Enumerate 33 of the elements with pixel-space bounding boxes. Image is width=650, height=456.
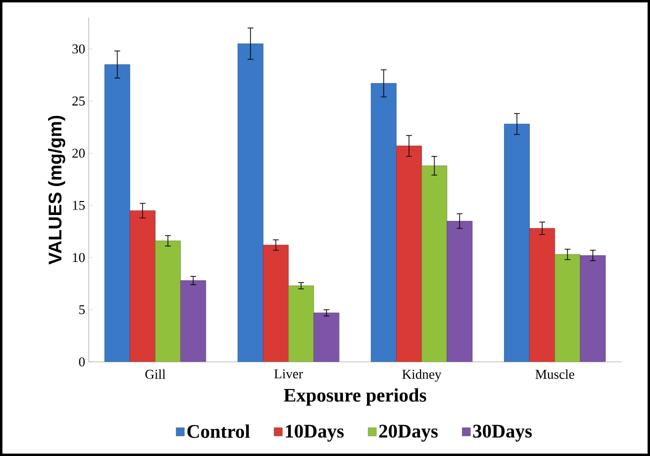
y-tick-label: 15 [72,200,85,210]
y-tick-label: 30 [72,44,85,54]
bar [180,280,206,362]
bar [238,43,264,362]
y-tick-label: 10 [72,253,85,262]
legend-label: Control [187,424,250,438]
bar [421,166,448,362]
bar [262,244,289,362]
y-tick-label: 5 [79,305,85,314]
legend-label: 10Days [286,424,344,442]
y-axis-title: VALUES (mg/gm) [48,116,66,264]
bar [314,312,340,362]
bar [554,254,580,362]
bar [580,255,606,362]
x-tick-label: Kidney [402,369,442,382]
bar [446,220,472,362]
y-tick-label: 20 [72,148,85,158]
bar [504,124,530,362]
x-tick-label: Muscle [535,369,574,379]
legend-label: 30Days [473,424,532,442]
x-axis-title: Exposure periods [284,388,426,406]
bar [130,210,156,362]
y-tick-label: 25 [72,96,85,106]
y-tick-label: 0 [79,357,85,366]
bar [396,146,422,362]
bar [155,240,181,362]
bar [104,64,130,362]
bar [370,83,397,362]
x-tick-label: Gill [145,369,166,379]
bar [288,286,314,362]
x-tick-label: Liver [274,369,303,378]
legend-label: 20Days [379,424,438,442]
bar [529,228,556,362]
